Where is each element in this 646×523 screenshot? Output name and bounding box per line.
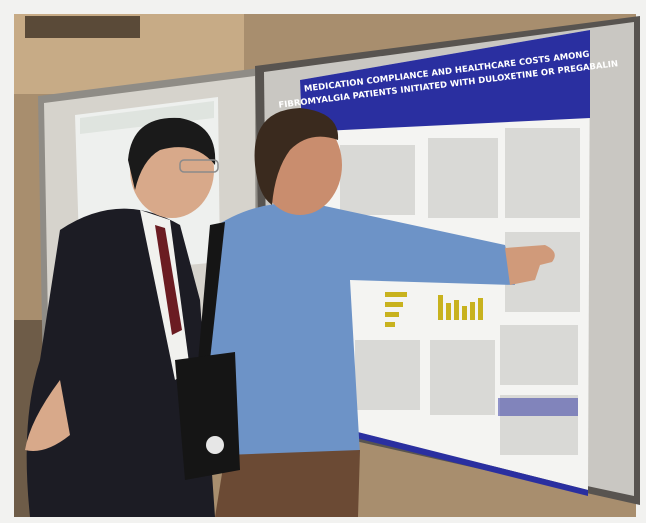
poster-block [355, 340, 420, 410]
man-left-shirt [140, 210, 190, 380]
man-left-tie [155, 225, 182, 335]
poster-content [340, 128, 580, 455]
man-left-hand [25, 380, 70, 451]
poster-bar [385, 302, 403, 307]
poster-block [340, 145, 415, 215]
poster-bar [478, 298, 483, 320]
poster-header [300, 30, 590, 132]
poster-bars [385, 292, 483, 327]
poster-block [428, 138, 498, 218]
poster-bar [462, 306, 467, 320]
poster-block [430, 340, 495, 415]
poster-bar [446, 303, 451, 320]
man-right-pants [215, 450, 360, 517]
bag [175, 352, 240, 480]
man-left-glasses [179, 159, 219, 173]
poster-bar [385, 322, 395, 327]
man-right-hair [254, 108, 339, 205]
bag-logo [206, 436, 224, 454]
poster-bar [454, 300, 459, 320]
poster-block [500, 325, 578, 385]
poster-bar [385, 312, 399, 317]
left-poster-header [80, 101, 214, 134]
poster-bar [385, 292, 407, 297]
poster-bar [438, 295, 443, 320]
poster-bottom-bar [308, 420, 588, 496]
man-right-hand [505, 245, 555, 285]
poster-block [505, 128, 580, 218]
poster-bar [470, 302, 475, 320]
bag-strap [198, 222, 225, 362]
poster-footer-block [498, 398, 578, 416]
man-right-shirt [204, 202, 515, 460]
man-left-hair [128, 117, 216, 190]
wall-fixture [25, 16, 140, 38]
